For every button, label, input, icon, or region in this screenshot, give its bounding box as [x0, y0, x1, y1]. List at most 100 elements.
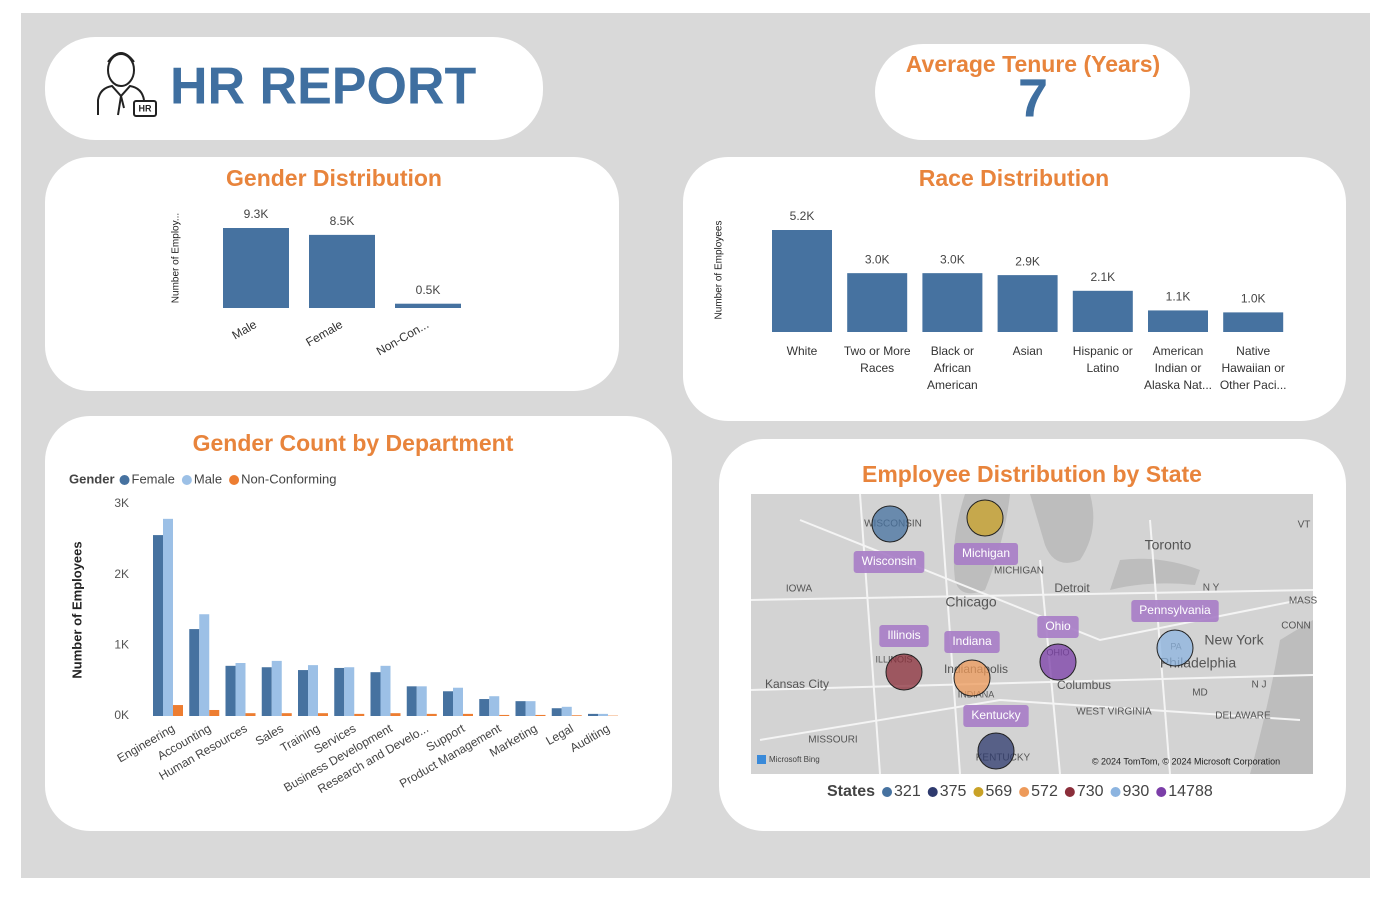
- bar: [463, 713, 473, 716]
- map-label: MD: [1192, 688, 1208, 699]
- legend-swatch: [119, 475, 130, 485]
- bubble: [966, 499, 1004, 537]
- map-label: N Y: [1203, 583, 1220, 594]
- map-label: DELAWARE: [1215, 711, 1271, 722]
- state-callout: [853, 551, 925, 573]
- bar: [271, 660, 282, 716]
- bar: [847, 273, 908, 332]
- map-label: Detroit: [1054, 581, 1090, 595]
- x-tick-label: Two or More Races: [843, 344, 911, 375]
- bar: [535, 714, 546, 716]
- bar: [153, 535, 163, 716]
- data-label: 0.5K: [416, 283, 441, 297]
- bar: [922, 273, 983, 332]
- x-tick-label-box: White: [786, 344, 818, 358]
- x-tick-label-box: Native Hawaiian or Other Paci...: [1219, 344, 1287, 392]
- legend-swatch: [973, 787, 984, 797]
- legend-label: 730: [1077, 783, 1104, 800]
- bar: [525, 701, 536, 716]
- data-label: 2.9K: [1015, 254, 1040, 268]
- bar: [1148, 310, 1208, 332]
- x-tick-label: Asian: [1012, 344, 1043, 358]
- state-name: Kentucky: [971, 708, 1020, 722]
- kpi-label: Average Tenure (Years): [906, 51, 1160, 77]
- map-label: Kansas City: [765, 677, 829, 691]
- map-label: Columbus: [1057, 678, 1111, 692]
- bar: [997, 275, 1058, 332]
- bar: [406, 686, 417, 716]
- data-label: 8.5K: [330, 214, 355, 228]
- bar: [223, 228, 289, 308]
- bar: [318, 713, 328, 716]
- bar: [225, 665, 236, 716]
- data-label: 3.0K: [940, 252, 965, 266]
- map-provider: Microsoft Bing: [769, 755, 820, 764]
- bar: [163, 518, 173, 716]
- chart-title: Gender Distribution: [226, 165, 442, 191]
- chart-title: Race Distribution: [919, 165, 1109, 191]
- map-label: MISSOURI: [808, 735, 857, 746]
- bar: [189, 629, 200, 716]
- x-tick-label-box: Hispanic or Latino: [1073, 344, 1133, 375]
- bar: [261, 667, 272, 716]
- x-tick-label-box: Two or More Races: [843, 344, 911, 375]
- kpi-card: [875, 44, 1190, 140]
- bar: [426, 713, 437, 716]
- bar: [209, 709, 220, 716]
- legend-swatch: [882, 787, 893, 797]
- state-name: Michigan: [962, 546, 1010, 560]
- data-label: 2.1K: [1090, 270, 1115, 284]
- bar: [308, 665, 318, 716]
- data-label: 5.2K: [790, 209, 815, 223]
- legend-swatch: [1064, 787, 1075, 797]
- legend-label: 14788: [1168, 783, 1213, 800]
- bar: [380, 665, 391, 716]
- bar: [344, 667, 355, 716]
- map-label: WEST VIRGINIA: [1076, 707, 1152, 718]
- map-label: Toronto: [1145, 537, 1192, 553]
- map-attribution: © 2024 TomTom, © 2024 Microsoft Corporat…: [1092, 756, 1280, 766]
- legend-label: 321: [894, 783, 921, 800]
- map-label: New York: [1204, 632, 1264, 648]
- x-tick-label: White: [786, 344, 818, 358]
- map-label: N J: [1252, 680, 1267, 691]
- state-callout: [1037, 616, 1079, 638]
- card: [45, 416, 672, 831]
- map-label: CONN: [1281, 621, 1310, 632]
- state-callout: [879, 625, 929, 647]
- legend-label: Female: [132, 471, 175, 486]
- bar: [1072, 290, 1133, 332]
- bar: [515, 701, 526, 716]
- bar: [1223, 312, 1284, 332]
- bar: [416, 686, 427, 716]
- x-tick-label-box: American Indian or Alaska Nat...: [1144, 344, 1212, 392]
- bar: [199, 614, 210, 716]
- map-label: VT: [1298, 520, 1311, 531]
- chart-title: Employee Distribution by State: [862, 461, 1202, 487]
- state-callout: [963, 705, 1029, 727]
- data-label: 1.0K: [1241, 292, 1266, 306]
- legend-title: Gender: [69, 471, 115, 486]
- y-axis-label: Number of Employees: [69, 541, 84, 678]
- header-card: [45, 37, 543, 140]
- state-name: Illinois: [887, 628, 920, 642]
- y-axis-label: Number of Employ...: [171, 213, 182, 303]
- bar: [499, 714, 510, 716]
- bar: [489, 696, 500, 716]
- bubble: [871, 505, 909, 543]
- bing-logo: [757, 755, 766, 764]
- legend-label: Non-Conforming: [241, 471, 336, 486]
- report-title: HR REPORT: [170, 58, 476, 116]
- x-tick-label: Native Hawaiian or Other Paci...: [1219, 344, 1287, 392]
- data-label: 9.3K: [244, 207, 269, 221]
- y-tick-label: 0K: [114, 708, 129, 722]
- bar: [309, 234, 375, 308]
- person-icon: [97, 52, 157, 117]
- bar: [370, 672, 381, 716]
- bar: [551, 708, 562, 716]
- legend-label: 569: [985, 783, 1012, 800]
- bar: [281, 713, 292, 716]
- state-name: Wisconsin: [862, 554, 917, 568]
- map-label: MICHIGAN: [994, 566, 1044, 577]
